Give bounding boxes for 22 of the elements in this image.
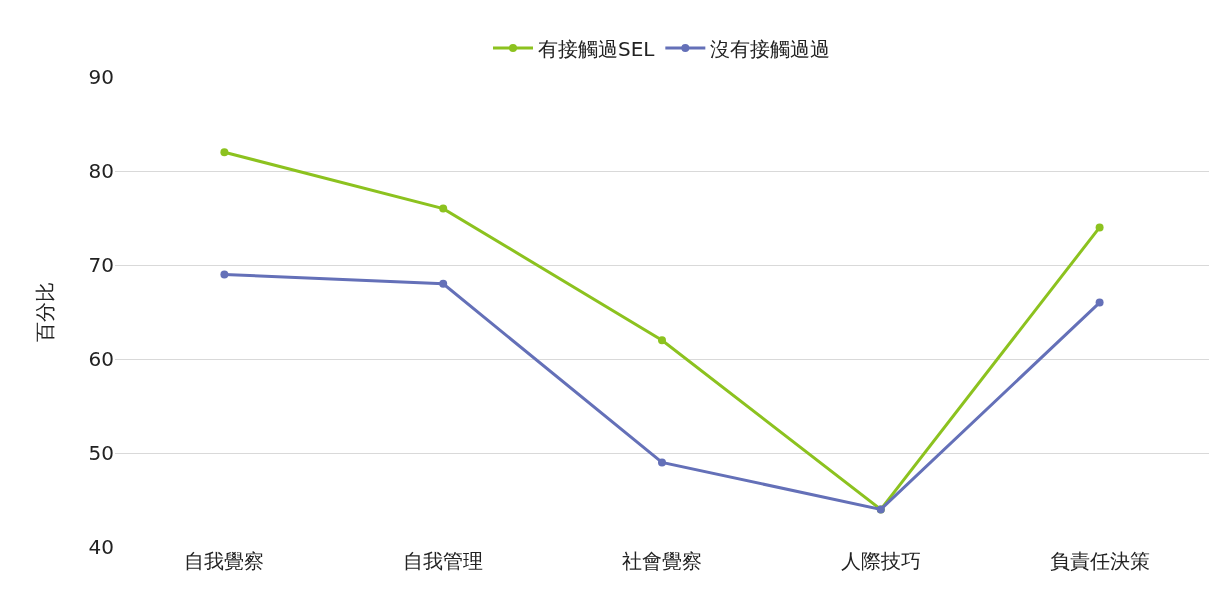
point — [1095, 298, 1104, 307]
point — [658, 458, 666, 467]
x-tick-label: 負責任決策 — [1049, 549, 1150, 573]
point — [658, 336, 666, 345]
x-tick-label: 人際技巧 — [840, 549, 921, 573]
y-axis-title: 百分比 — [33, 282, 58, 342]
y-tick-label: 50 — [88, 441, 114, 465]
x-tick-label: 社會覺察 — [622, 549, 702, 573]
x-tick-label: 自我管理 — [403, 549, 484, 573]
point — [439, 204, 448, 213]
y-tick-label: 80 — [88, 159, 114, 183]
legend-label: 沒有接觸過過 — [710, 36, 831, 61]
y-tick-label: 90 — [88, 65, 114, 89]
point — [439, 279, 448, 288]
y-tick-label: 60 — [88, 347, 114, 371]
point — [1095, 223, 1104, 232]
legend-label: 有接觸過SEL — [538, 36, 656, 61]
point — [220, 270, 229, 279]
x-tick-label: 自我覺察 — [184, 549, 265, 573]
point — [220, 148, 229, 157]
y-tick-label: 40 — [88, 535, 114, 559]
y-tick-label: 70 — [88, 253, 114, 277]
